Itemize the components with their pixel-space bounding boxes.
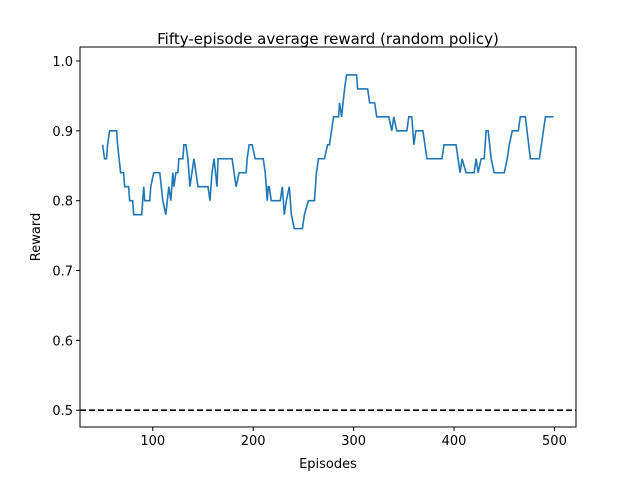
x-tick-label: 400 — [442, 434, 467, 449]
y-tick-label: 0.8 — [52, 195, 73, 210]
y-tick-label: 0.5 — [52, 404, 73, 419]
x-tick-label: 200 — [241, 434, 266, 449]
y-tick-label: 0.6 — [52, 334, 73, 349]
x-tick-label: 300 — [341, 434, 366, 449]
y-tick-label: 0.7 — [52, 265, 73, 280]
x-tick-label: 500 — [542, 434, 567, 449]
x-axis-label: Episodes — [299, 457, 357, 472]
y-tick-label: 0.9 — [52, 125, 73, 140]
x-tick-label: 100 — [140, 434, 165, 449]
chart-title: Fifty-episode average reward (random pol… — [157, 30, 499, 48]
y-axis-label: Reward — [29, 213, 44, 261]
plot-frame — [79, 46, 577, 428]
y-tick-label: 1.0 — [52, 55, 73, 70]
data-line — [101, 74, 554, 230]
